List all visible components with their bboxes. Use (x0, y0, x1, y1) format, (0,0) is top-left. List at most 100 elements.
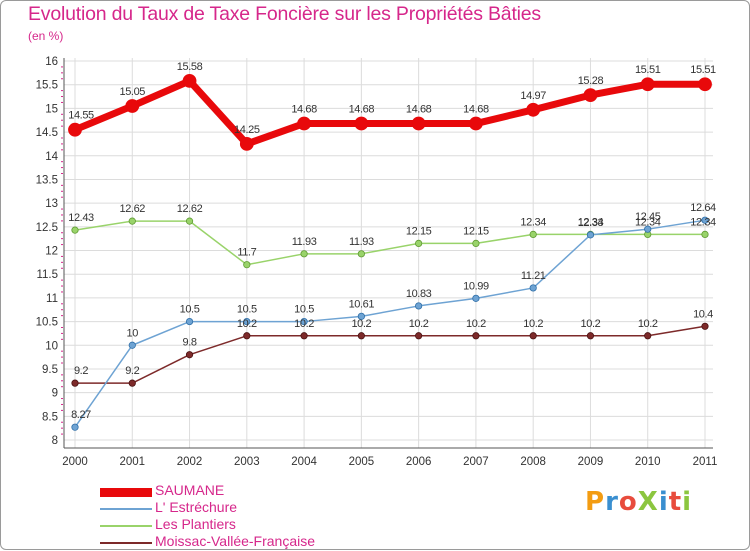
data-point (300, 332, 308, 340)
data-point (243, 332, 251, 340)
data-label: 12.45 (635, 211, 661, 223)
data-label: 15.51 (635, 64, 661, 76)
data-label: 10.5 (180, 304, 200, 316)
data-label: 14.68 (291, 104, 317, 116)
data-label: 12.15 (406, 225, 432, 237)
y-tick-label: 10.5 (36, 317, 58, 329)
data-label: 12.15 (463, 225, 489, 237)
data-label: 15.05 (120, 86, 146, 98)
data-point (526, 102, 541, 117)
data-label: 9.2 (125, 365, 139, 377)
y-tick-label: 13 (45, 198, 58, 210)
data-point (701, 322, 709, 330)
data-label: 15.28 (578, 75, 604, 87)
data-label: 9.8 (182, 337, 196, 349)
data-point (415, 332, 423, 340)
data-label: 12.64 (690, 202, 716, 214)
y-tick-label: 14 (45, 151, 58, 163)
data-label: 12.62 (120, 203, 146, 215)
data-point (185, 317, 194, 326)
data-point (472, 294, 480, 302)
data-label: 10.2 (638, 318, 658, 330)
x-tick-label: 2003 (234, 456, 260, 468)
data-point (125, 99, 140, 113)
data-label: 14.68 (463, 104, 489, 116)
data-point (415, 302, 423, 310)
data-point (644, 332, 652, 340)
data-label: 10.5 (294, 304, 314, 316)
grid (64, 58, 713, 448)
data-point (415, 239, 423, 247)
data-point (71, 379, 79, 387)
data-label: 9.2 (74, 365, 88, 377)
legend-swatch (100, 487, 152, 497)
x-tick-label: 2006 (406, 456, 432, 468)
data-point (71, 423, 79, 431)
data-point (243, 261, 251, 269)
x-tick-label: 2004 (291, 456, 317, 468)
legend-label: Les Plantiers (155, 516, 236, 532)
data-point (472, 239, 480, 247)
data-point (701, 230, 709, 238)
series-lines (71, 77, 709, 428)
data-point (71, 226, 79, 234)
data-label: 10.2 (294, 318, 314, 330)
x-tick-label: 2008 (520, 456, 546, 468)
data-point (182, 73, 197, 88)
data-label: 10.2 (409, 318, 429, 330)
data-label: 10.61 (349, 298, 375, 310)
data-point (128, 217, 136, 225)
data-point (701, 216, 709, 224)
data-point (583, 88, 598, 103)
data-point (644, 225, 652, 233)
x-tick-label: 2002 (177, 456, 203, 468)
data-label: 10 (127, 327, 139, 339)
data-point (529, 230, 537, 238)
data-label: 14.55 (68, 110, 94, 122)
data-point (472, 332, 480, 340)
data-point (300, 317, 308, 326)
data-label: 14.97 (520, 90, 546, 102)
data-point (185, 351, 194, 359)
y-tick-label: 12 (45, 246, 58, 258)
data-point (469, 116, 483, 131)
data-point (297, 116, 311, 131)
series-line-0 (71, 77, 709, 148)
data-label: 10.2 (523, 318, 543, 330)
y-tick-label: 15.5 (36, 80, 58, 92)
x-tick-label: 2011 (693, 456, 718, 468)
data-point (586, 231, 595, 239)
data-point (411, 116, 426, 131)
data-label: 12.34 (578, 216, 604, 228)
y-tick-label: 13.5 (36, 174, 58, 186)
data-point (128, 379, 136, 387)
x-tick-label: 2010 (635, 456, 661, 468)
data-label: 12.33 (578, 217, 604, 229)
data-label: 10.83 (406, 288, 432, 300)
x-tick-label: 2009 (578, 456, 604, 468)
x-tick-label: 2000 (62, 456, 88, 468)
series-line-3 (74, 325, 706, 384)
legend-swatch (100, 525, 152, 527)
data-label: 11.93 (292, 236, 317, 248)
data-point (357, 250, 365, 258)
series-line-1 (74, 219, 706, 428)
data-label: 12.34 (635, 216, 661, 228)
data-label: 12.43 (68, 212, 94, 224)
data-label: 14.68 (406, 104, 432, 116)
proxiti-logo: ProXiti (585, 487, 693, 517)
data-label: 11.7 (237, 247, 256, 259)
series-line-2 (74, 220, 706, 266)
axes: 8 8.5 9 9.5 10 10.5 11 11.5 12 12.5 13 13.5 14 14.5 15… (36, 56, 718, 468)
data-point (128, 341, 136, 349)
data-point (640, 77, 655, 92)
data-point (357, 332, 365, 340)
data-labels: 9.2 9.2 9.8 10.2 10.2 10.2 10.2 10.2 10.2 10.2 10.… (68, 61, 716, 421)
data-point (239, 137, 254, 151)
y-tick-label: 9 (52, 388, 58, 400)
data-point (243, 317, 251, 326)
data-label: 10.2 (581, 318, 601, 330)
legend-label: L' Estréchure (155, 499, 238, 515)
data-label: 14.68 (349, 104, 375, 116)
